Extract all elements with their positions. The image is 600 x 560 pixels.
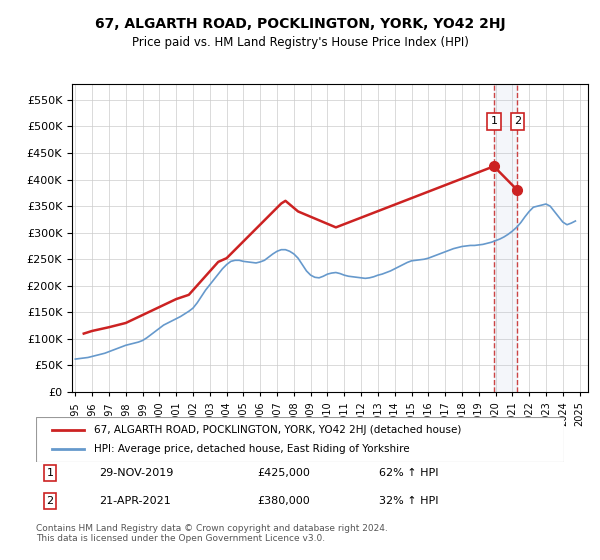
FancyBboxPatch shape [36,417,564,462]
Text: 29-NOV-2019: 29-NOV-2019 [100,468,174,478]
Bar [494,84,517,392]
Text: 62% ↑ HPI: 62% ↑ HPI [379,468,439,478]
Text: £380,000: £380,000 [258,496,311,506]
Text: £425,000: £425,000 [258,468,311,478]
Text: HPI: Average price, detached house, East Riding of Yorkshire: HPI: Average price, detached house, East… [94,445,410,455]
Text: 67, ALGARTH ROAD, POCKLINGTON, YORK, YO42 2HJ: 67, ALGARTH ROAD, POCKLINGTON, YORK, YO4… [95,17,505,31]
Text: Price paid vs. HM Land Registry's House Price Index (HPI): Price paid vs. HM Land Registry's House … [131,36,469,49]
Text: 1: 1 [490,116,497,126]
Text: 2: 2 [47,496,53,506]
Text: 2: 2 [514,116,521,126]
Text: 32% ↑ HPI: 32% ↑ HPI [379,496,439,506]
Text: 67, ALGARTH ROAD, POCKLINGTON, YORK, YO42 2HJ (detached house): 67, ALGARTH ROAD, POCKLINGTON, YORK, YO4… [94,424,461,435]
Text: 1: 1 [47,468,53,478]
Text: 21-APR-2021: 21-APR-2021 [100,496,171,506]
Text: Contains HM Land Registry data © Crown copyright and database right 2024.
This d: Contains HM Land Registry data © Crown c… [36,524,388,543]
